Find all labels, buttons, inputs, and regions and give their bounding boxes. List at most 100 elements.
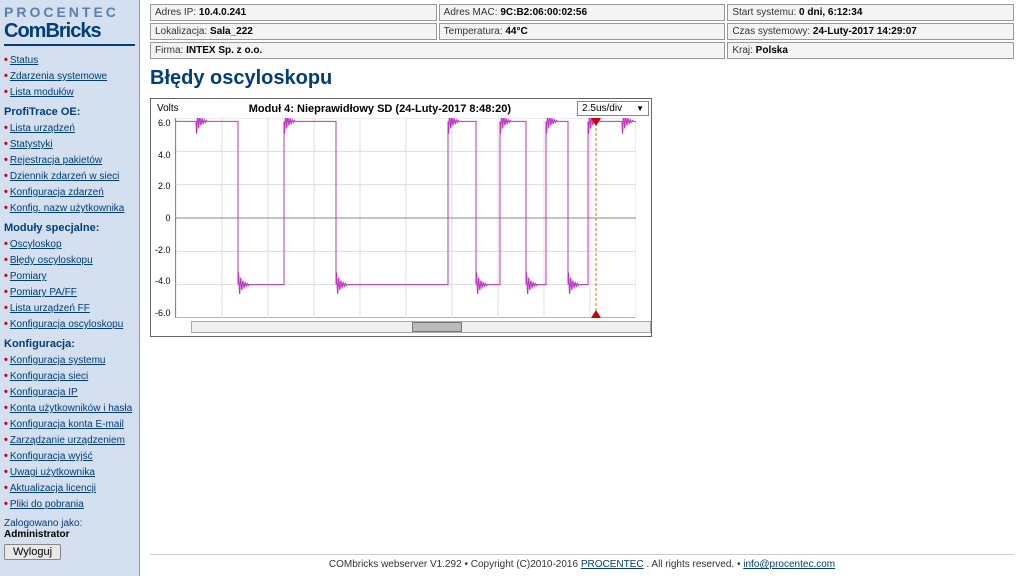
- nav-link[interactable]: Konfiguracja sieci: [10, 371, 88, 382]
- nav-link[interactable]: Konfiguracja zdarzeń: [10, 187, 104, 198]
- nav-item: •Zarządzanie urządzeniem: [4, 432, 135, 448]
- nav-item: •Konfiguracja sieci: [4, 368, 135, 384]
- nav-link[interactable]: Aktualizacja licencji: [10, 483, 96, 494]
- bullet-icon: •: [4, 270, 8, 282]
- scope-title: Moduł 4: Nieprawidłowy SD (24-Luty-2017 …: [185, 103, 575, 115]
- bullet-icon: •: [4, 302, 8, 314]
- bullet-icon: •: [4, 370, 8, 382]
- nav-item: •Konfiguracja zdarzeń: [4, 184, 135, 200]
- y-tick-label: 6.0: [155, 118, 171, 128]
- timebase-value: 2.5us/div: [582, 103, 622, 114]
- nav-item: •Zdarzenia systemowe: [4, 68, 135, 84]
- nav-item: •Aktualizacja licencji: [4, 480, 135, 496]
- nav-link[interactable]: Oscyloskop: [10, 239, 62, 250]
- login-label: Zalogowano jako:: [4, 518, 82, 529]
- nav-header-profitrace: ProfiTrace OE:: [4, 106, 135, 118]
- bullet-icon: •: [4, 418, 8, 430]
- dropdown-arrow-icon: ▼: [636, 104, 644, 113]
- bullet-icon: •: [4, 482, 8, 494]
- nav-link[interactable]: Pliki do pobrania: [10, 499, 84, 510]
- bullet-icon: •: [4, 498, 8, 510]
- info-country: Kraj: Polska: [727, 42, 1014, 59]
- scope-scroll-thumb[interactable]: [412, 322, 462, 332]
- nav-item: •Konfiguracja systemu: [4, 352, 135, 368]
- nav-item: •Konfiguracja oscyloskopu: [4, 316, 135, 332]
- footer-text1: COMbricks webserver V1.292 • Copyright (…: [329, 559, 581, 570]
- nav-item: •Pomiary PA/FF: [4, 284, 135, 300]
- nav-link[interactable]: Lista urządzeń: [10, 123, 75, 134]
- nav-header-modules: Moduły specjalne:: [4, 222, 135, 234]
- bullet-icon: •: [4, 318, 8, 330]
- info-loc: Lokalizacja: Sala_222: [150, 23, 437, 40]
- logo: PROCENTEC ComBricks: [4, 4, 135, 46]
- footer-text2: . All rights reserved. •: [646, 559, 743, 570]
- info-mac: Adres MAC: 9C:B2:06:00:02:56: [439, 4, 726, 21]
- sidebar: PROCENTEC ComBricks •Status•Zdarzenia sy…: [0, 0, 140, 576]
- nav-link[interactable]: Konfiguracja oscyloskopu: [10, 319, 123, 330]
- bullet-icon: •: [4, 354, 8, 366]
- nav-link[interactable]: Konta użytkowników i hasła: [10, 403, 132, 414]
- nav-link[interactable]: Statystyki: [10, 139, 53, 150]
- nav-item: •Błędy oscyloskopu: [4, 252, 135, 268]
- bullet-icon: •: [4, 386, 8, 398]
- y-axis: 6.04.02.00-2.0-4.0-6.0: [151, 118, 175, 318]
- scope-scrollbar[interactable]: [191, 321, 651, 333]
- bullet-icon: •: [4, 70, 8, 82]
- bullet-icon: •: [4, 254, 8, 266]
- nav-link[interactable]: Pomiary PA/FF: [10, 287, 77, 298]
- nav-link[interactable]: Uwagi użytkownika: [10, 467, 95, 478]
- y-tick-label: -6.0: [155, 308, 171, 318]
- nav-link[interactable]: Konfiguracja konta E-mail: [10, 419, 124, 430]
- nav-item: •Dziennik zdarzeń w sieci: [4, 168, 135, 184]
- timebase-select[interactable]: 2.5us/div ▼: [577, 101, 649, 116]
- bullet-icon: •: [4, 450, 8, 462]
- y-tick-label: 0: [155, 213, 171, 223]
- nav-item: •Uwagi użytkownika: [4, 464, 135, 480]
- nav-item: •Oscyloskop: [4, 236, 135, 252]
- bullet-icon: •: [4, 122, 8, 134]
- nav-link[interactable]: Konfig. nazw użytkownika: [10, 203, 125, 214]
- nav-link[interactable]: Dziennik zdarzeń w sieci: [10, 171, 120, 182]
- nav-item: •Konfig. nazw użytkownika: [4, 200, 135, 216]
- nav-item: •Lista urządzeń: [4, 120, 135, 136]
- y-tick-label: -4.0: [155, 276, 171, 286]
- y-tick-label: -2.0: [155, 245, 171, 255]
- footer-link-email[interactable]: info@procentec.com: [743, 559, 835, 570]
- bullet-icon: •: [4, 434, 8, 446]
- footer: COMbricks webserver V1.292 • Copyright (…: [150, 554, 1014, 570]
- logo-bottom: ComBricks: [4, 20, 135, 46]
- scope-svg: [176, 118, 636, 318]
- y-tick-label: 4.0: [155, 150, 171, 160]
- nav-link[interactable]: Konfiguracja systemu: [10, 355, 106, 366]
- info-start: Start systemu: 0 dni, 6:12:34: [727, 4, 1014, 21]
- nav-link[interactable]: Zdarzenia systemowe: [10, 71, 107, 82]
- info-clock: Czas systemowy: 24-Luty-2017 14:29:07: [727, 23, 1014, 40]
- bullet-icon: •: [4, 402, 8, 414]
- nav-link[interactable]: Zarządzanie urządzeniem: [10, 435, 125, 446]
- oscilloscope-box: Volts Moduł 4: Nieprawidłowy SD (24-Luty…: [150, 98, 652, 337]
- bullet-icon: •: [4, 54, 8, 66]
- info-table: Adres IP: 10.4.0.241 Adres MAC: 9C:B2:06…: [150, 4, 1014, 59]
- nav-item: •Statystyki: [4, 136, 135, 152]
- nav-link[interactable]: Konfiguracja IP: [10, 387, 78, 398]
- logout-button[interactable]: Wyloguj: [4, 544, 61, 560]
- nav-item: •Pliki do pobrania: [4, 496, 135, 512]
- info-ip: Adres IP: 10.4.0.241: [150, 4, 437, 21]
- nav-item: •Konfiguracja konta E-mail: [4, 416, 135, 432]
- nav-link[interactable]: Lista urządzeń FF: [10, 303, 90, 314]
- nav-item: •Status: [4, 52, 135, 68]
- nav-item: •Rejestracja pakietów: [4, 152, 135, 168]
- nav-link[interactable]: Rejestracja pakietów: [10, 155, 102, 166]
- scope-plot[interactable]: [175, 118, 635, 318]
- nav-link[interactable]: Status: [10, 55, 38, 66]
- footer-link-procentec[interactable]: PROCENTEC: [581, 559, 644, 570]
- bullet-icon: •: [4, 154, 8, 166]
- nav-link[interactable]: Lista modułów: [10, 87, 74, 98]
- nav-link[interactable]: Pomiary: [10, 271, 47, 282]
- login-info: Zalogowano jako: Administrator: [4, 518, 135, 540]
- nav-link[interactable]: Konfiguracja wyjść: [10, 451, 93, 462]
- nav-link[interactable]: Błędy oscyloskopu: [10, 255, 93, 266]
- bullet-icon: •: [4, 286, 8, 298]
- info-firm: Firma: INTEX Sp. z o.o.: [150, 42, 725, 59]
- bullet-icon: •: [4, 138, 8, 150]
